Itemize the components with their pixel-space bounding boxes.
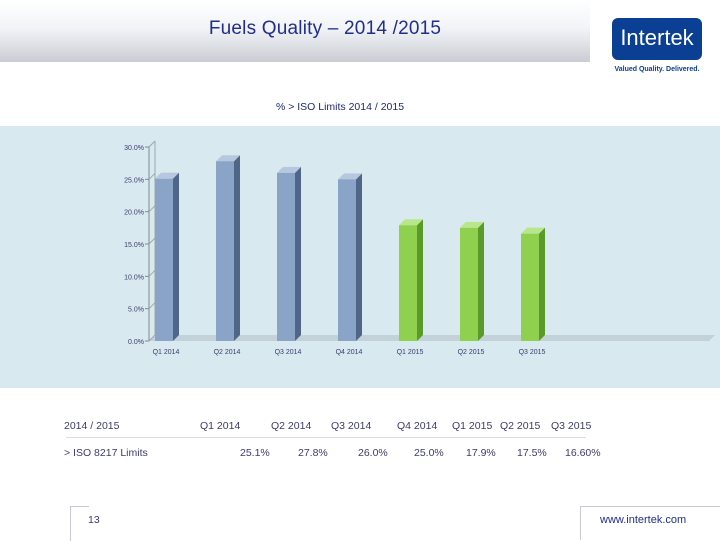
y-tick-depth <box>148 302 156 310</box>
y-tick-label: 15.0% <box>124 242 144 249</box>
table-cell-value: 27.8% <box>298 447 328 459</box>
bar-side <box>356 173 362 341</box>
x-tick-label: Q3 2015 <box>519 349 546 356</box>
y-tick-depth <box>148 269 156 277</box>
logo-text: Intertek <box>620 25 694 50</box>
bar-q2-2015 <box>460 227 478 341</box>
bar-q1-2015 <box>399 225 417 341</box>
y-tick-depth <box>148 334 156 342</box>
slide-title: Fuels Quality – 2014 /2015 <box>208 18 442 39</box>
table-cell-value: 17.9% <box>466 447 496 459</box>
table-cell-value: 26.0% <box>358 447 388 459</box>
x-tick-label: Q1 2015 <box>397 349 424 356</box>
bar-q4-2014 <box>338 179 356 341</box>
footer-right-vline <box>580 506 581 540</box>
x-tick-label: Q4 2014 <box>336 349 363 356</box>
x-tick-label: Q2 2014 <box>214 349 241 356</box>
footer-left-bracket <box>70 506 89 541</box>
y-tick-label: 0.0% <box>128 339 144 346</box>
bar-top <box>399 219 423 226</box>
chart-title: % > ISO Limits 2014 / 2015 <box>275 101 405 113</box>
table-row-label: > ISO 8217 Limits <box>64 447 148 459</box>
bar-top <box>460 221 484 228</box>
logo-tagline: Valued Quality. Delivered. <box>614 66 700 73</box>
x-tick-label: Q2 2015 <box>458 349 485 356</box>
bar-side <box>539 227 545 341</box>
table-header-label: 2014 / 2015 <box>64 420 120 432</box>
title-bar <box>0 0 590 62</box>
bar-top <box>155 172 179 179</box>
footer-right-line <box>580 506 720 507</box>
page-number: 13 <box>88 514 100 526</box>
y-tick-depth <box>148 237 156 245</box>
table-cell-value: 25.0% <box>414 447 444 459</box>
y-tick-label: 25.0% <box>124 177 144 184</box>
bar-side <box>295 166 301 341</box>
table-column-header: Q1 2014 <box>200 420 241 432</box>
intertek-logo: Intertek <box>612 18 702 60</box>
bar-q3-2015 <box>521 233 539 341</box>
y-tick-depth <box>148 140 156 148</box>
bar-top <box>277 166 301 173</box>
footer-url: www.intertek.com <box>600 514 687 526</box>
y-tick-label: 20.0% <box>124 210 144 217</box>
bar-side <box>478 221 484 341</box>
table-column-header: Q2 2014 <box>271 420 312 432</box>
bar-q3-2014 <box>277 172 295 341</box>
bar-top <box>521 227 545 234</box>
x-tick-label: Q1 2014 <box>153 349 180 356</box>
y-tick-label: 10.0% <box>124 274 144 281</box>
table-cell-value: 16.60% <box>565 447 601 459</box>
x-tick-label: Q3 2014 <box>275 349 302 356</box>
y-tick-label: 5.0% <box>128 307 144 314</box>
bar-side <box>234 155 240 341</box>
bar-q1-2014 <box>155 178 173 341</box>
table-column-header: Q4 2014 <box>397 420 438 432</box>
bar-side <box>417 219 423 341</box>
y-tick-label: 30.0% <box>124 145 144 152</box>
table-column-header: Q3 2015 <box>551 420 592 432</box>
table-column-header: Q1 2015 <box>452 420 493 432</box>
bar-top <box>338 173 362 180</box>
bar-chart: 0.0% 5.0% 10.0% 15.0% 20.0% 25.0% 30.0% Q1 2014… <box>124 140 715 356</box>
y-tick-depth <box>148 205 156 213</box>
bar-side <box>173 172 179 341</box>
table-cell-value: 17.5% <box>517 447 547 459</box>
table-column-header: Q3 2014 <box>331 420 372 432</box>
table-column-header: Q2 2015 <box>500 420 541 432</box>
bar-q2-2014 <box>216 161 234 341</box>
table-cell-value: 25.1% <box>240 447 270 459</box>
plot-wall <box>155 141 715 335</box>
table-divider <box>66 437 586 438</box>
y-tick-depth <box>148 172 156 180</box>
bar-top <box>216 155 240 162</box>
